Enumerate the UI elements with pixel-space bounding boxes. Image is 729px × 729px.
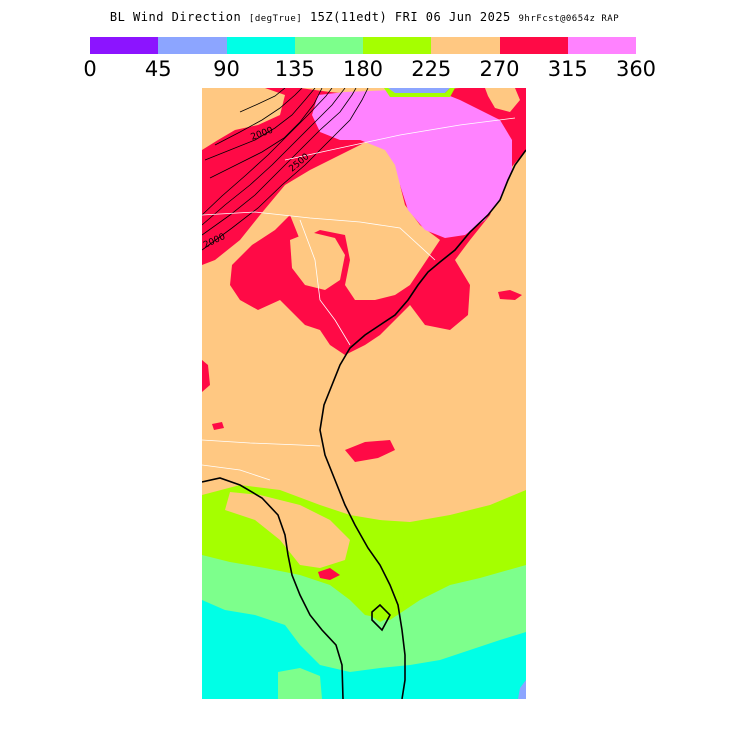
legend-tick-315: 315 <box>547 57 588 81</box>
legend-tick-90: 90 <box>213 57 240 81</box>
legend-swatch-180-225 <box>363 37 432 54</box>
legend-tick-225: 225 <box>411 57 452 81</box>
legend-tick-0: 0 <box>83 57 97 81</box>
legend-swatch-0-45 <box>90 37 159 54</box>
title-valid-time: 15Z(11edt) FRI 06 Jun 2025 <box>309 10 511 24</box>
legend-swatch-225-270 <box>431 37 500 54</box>
region-270-315-patch-south <box>345 440 395 462</box>
legend-swatch-45-90 <box>158 37 227 54</box>
legend-tick-360: 360 <box>615 57 657 81</box>
color-legend <box>90 37 636 54</box>
legend-tick-45: 45 <box>144 57 172 81</box>
legend-swatch-315-360 <box>567 37 636 54</box>
region-225-270-island-east <box>485 88 520 112</box>
legend-swatch-270-315 <box>499 37 568 54</box>
region-225-270-island-north <box>202 88 285 150</box>
region-180-225-sliver <box>384 88 455 97</box>
title-unit: [degTrue] <box>248 14 303 24</box>
legend-tick-180: 180 <box>342 57 384 81</box>
legend-swatch-135-180 <box>294 37 363 54</box>
region-135-180-pocket <box>278 668 322 699</box>
legend-tick-135: 135 <box>274 57 315 81</box>
legend-tick-labels: 0 45 90 135 180 225 270 315 360 <box>83 57 656 83</box>
region-45-90-sliver <box>388 88 450 93</box>
region-180-225-inner <box>355 565 405 622</box>
state-borders <box>202 117 516 481</box>
chart-title: BL Wind Direction [degTrue] 15Z(11edt) F… <box>0 10 729 24</box>
region-270-315-patch-small <box>318 568 340 580</box>
region-45-90-corner <box>518 680 526 699</box>
coastline <box>202 149 526 699</box>
region-270-315-patch-west <box>202 360 210 392</box>
region-225-270-island-center <box>290 232 345 290</box>
region-315-360 <box>312 90 512 238</box>
legend-tick-270: 270 <box>479 57 520 81</box>
region-270-315-patch-coast <box>498 290 522 300</box>
title-forecast: 9hrFcst@0654z RAP <box>518 14 620 24</box>
region-270-315-patch-tiny <box>212 422 224 430</box>
terrain-contours <box>202 88 369 251</box>
legend-swatch-90-135 <box>226 37 295 54</box>
region-225-270-bulge <box>225 492 350 568</box>
title-main: BL Wind Direction <box>109 10 242 24</box>
